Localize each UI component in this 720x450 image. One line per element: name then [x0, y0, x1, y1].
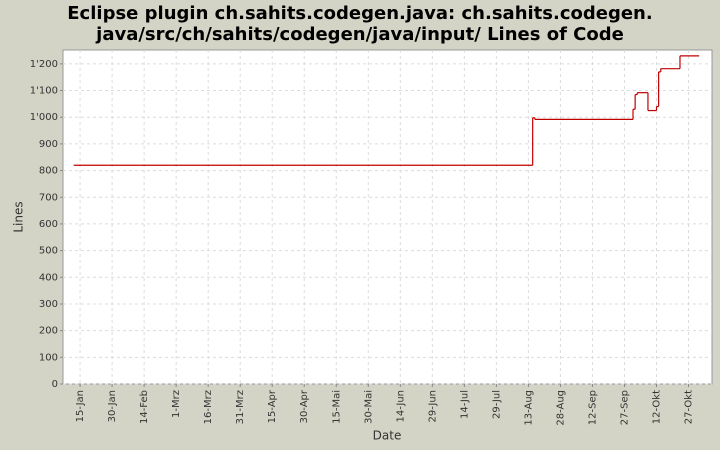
y-tick-label: 900	[39, 139, 58, 150]
x-tick-label: 27-Sep	[619, 390, 630, 425]
x-tick-label: 14-Feb	[139, 390, 150, 424]
y-tick-label: 100	[39, 352, 58, 363]
y-tick-label: 0	[52, 379, 58, 390]
plot-area	[62, 49, 713, 385]
y-tick-label: 800	[39, 166, 58, 177]
x-tick-label: 27-Okt	[684, 390, 695, 424]
y-tick-label: 300	[39, 299, 58, 310]
y-tick-label: 1'100	[30, 86, 58, 97]
x-tick-label: 30-Apr	[299, 389, 310, 423]
x-tick-label: 14-Jun	[395, 390, 406, 423]
x-tick-label: 14-Jul	[459, 390, 470, 419]
y-axis-title: Lines	[12, 201, 26, 232]
chart-title: java/src/ch/sahits/codegen/java/input/ L…	[95, 24, 624, 45]
x-tick-label: 29-Jun	[427, 390, 438, 423]
y-tick-label: 500	[39, 246, 58, 257]
y-tick-label: 200	[39, 326, 58, 337]
x-tick-label: 12-Okt	[651, 390, 662, 424]
x-tick-label: 28-Aug	[555, 390, 566, 426]
y-tick-label: 1'000	[30, 112, 58, 123]
x-tick-label: 13-Aug	[523, 390, 534, 426]
x-tick-label: 31-Mrz	[235, 390, 246, 424]
x-tick-label: 15-Jan	[75, 390, 86, 422]
x-tick-label: 15-Apr	[267, 389, 278, 423]
y-tick-label: 1'200	[30, 59, 58, 70]
x-axis-title: Date	[373, 429, 402, 443]
x-tick-label: 12-Sep	[587, 390, 598, 425]
y-tick-label: 400	[39, 272, 58, 283]
chart-title: Eclipse plugin ch.sahits.codegen.java: c…	[67, 3, 652, 24]
y-tick-label: 600	[39, 219, 58, 230]
x-tick-label: 29-Jul	[491, 390, 502, 419]
x-tick-label: 30-Mai	[363, 390, 374, 424]
x-tick-label: 15-Mai	[331, 390, 342, 424]
x-tick-label: 1-Mrz	[171, 390, 182, 418]
y-tick-label: 700	[39, 192, 58, 203]
x-tick-label: 16-Mrz	[203, 390, 214, 424]
x-tick-label: 30-Jan	[107, 390, 118, 422]
